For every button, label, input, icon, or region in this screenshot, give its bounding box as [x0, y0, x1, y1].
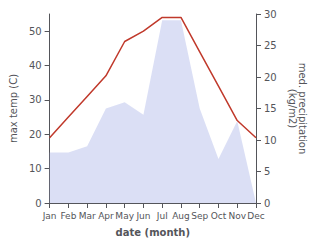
svg-text:Nov: Nov [228, 211, 246, 221]
svg-text:30: 30 [264, 9, 277, 20]
svg-text:Aug: Aug [172, 211, 190, 221]
svg-text:max temp (C): max temp (C) [8, 74, 19, 143]
svg-text:Sep: Sep [191, 211, 208, 221]
svg-text:0: 0 [264, 198, 270, 209]
svg-text:5: 5 [264, 166, 270, 177]
svg-text:Apr: Apr [98, 211, 114, 221]
svg-text:20: 20 [264, 72, 277, 83]
svg-text:Jan: Jan [42, 211, 57, 221]
svg-text:25: 25 [264, 40, 277, 51]
svg-text:Jun: Jun [135, 211, 150, 221]
svg-text:date (month): date (month) [116, 227, 190, 238]
svg-text:Mar: Mar [79, 211, 96, 221]
svg-text:Oct: Oct [211, 211, 227, 221]
svg-text:20: 20 [29, 129, 42, 140]
svg-text:10: 10 [29, 163, 42, 174]
svg-text:Jul: Jul [156, 211, 168, 221]
svg-text:30: 30 [29, 94, 42, 105]
svg-text:50: 50 [29, 26, 42, 37]
svg-text:Feb: Feb [60, 211, 76, 221]
svg-text:(kg/m2): (kg/m2) [287, 89, 298, 129]
svg-text:15: 15 [264, 103, 277, 114]
svg-text:10: 10 [264, 135, 277, 146]
svg-text:med. precipitation: med. precipitation [297, 62, 309, 155]
svg-text:40: 40 [29, 60, 42, 71]
svg-text:0: 0 [35, 198, 41, 209]
svg-text:Dec: Dec [247, 211, 264, 221]
svg-text:May: May [115, 211, 134, 221]
